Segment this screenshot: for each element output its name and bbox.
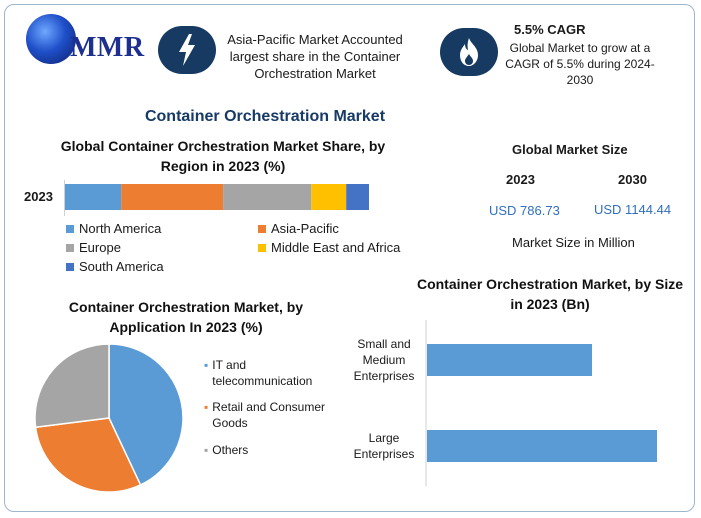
pie-slice-others xyxy=(34,343,110,429)
size-bar-small-and-medium-enterprises xyxy=(427,344,592,376)
market-value-2030: USD 1144.44 xyxy=(594,202,672,217)
pie-legend-others: ▪ Others xyxy=(204,442,324,458)
legend-bullet-icon: ▪ xyxy=(204,400,209,414)
size-bar-large-enterprises xyxy=(427,430,657,462)
legend-swatch xyxy=(258,224,266,233)
market-size-title: Global Market Size xyxy=(512,142,628,157)
market-year-2030: 2030 xyxy=(618,172,647,187)
pie-legend-it: ▪ IT and telecommunication xyxy=(204,357,329,389)
bar-segment-europe xyxy=(223,184,312,210)
application-pie-chart xyxy=(34,343,184,493)
legend-north-america: North America xyxy=(66,221,161,236)
legend-europe: Europe xyxy=(66,240,121,255)
pie-slice-it-and-telecommunication xyxy=(108,343,184,486)
legend-label: Asia-Pacific xyxy=(271,221,339,236)
pie-legend-retail: ▪ Retail and Consumer Goods xyxy=(204,399,334,431)
region-category-label: 2023 xyxy=(24,189,53,204)
legend-label: IT and telecommunication xyxy=(212,358,313,388)
region-chart-title: Global Container Orchestration Market Sh… xyxy=(60,138,386,174)
flame-icon xyxy=(440,28,498,76)
legend-label: Retail and Consumer Goods xyxy=(212,400,325,430)
market-year-2023: 2023 xyxy=(506,172,535,187)
legend-label: South America xyxy=(79,259,164,274)
pie-slice-retail-and-consumer-goods xyxy=(34,417,142,493)
bar-segment-middle-east-and-africa xyxy=(311,184,347,210)
legend-bullet-icon: ▪ xyxy=(204,443,209,457)
legend-bullet-icon: ▪ xyxy=(204,358,209,372)
size-bar-chart: Small and Medium Enterprises Large Enterpris… xyxy=(354,320,657,486)
legend-middle-east-africa: Middle East and Africa xyxy=(258,240,400,255)
infographic-frame xyxy=(4,4,695,512)
region-highlight-text: Asia-Pacific Market Accounted largest sh… xyxy=(227,32,403,81)
application-chart-title: Container Orchestration Market, by Appli… xyxy=(68,299,304,335)
globe-logo-icon xyxy=(26,14,76,64)
market-size-unit-note: Market Size in Million xyxy=(512,235,635,250)
legend-label: North America xyxy=(79,221,162,236)
cagr-description: Global Market to grow at a CAGR of 5.5% … xyxy=(505,41,655,87)
legend-label: Europe xyxy=(79,240,121,255)
bar-segment-asia-pacific xyxy=(121,184,224,210)
bar-segment-north-america xyxy=(65,184,122,210)
legend-label: Middle East and Africa xyxy=(271,240,401,255)
size-chart-title: Container Orchestration Market, by Size … xyxy=(416,276,684,312)
size-category-label: Large Enterprises xyxy=(354,431,415,461)
bar-segment-south-america xyxy=(346,184,369,210)
region-stacked-bar-chart xyxy=(64,180,369,216)
legend-south-america: South America xyxy=(66,259,164,274)
brand-logo: MMR xyxy=(70,32,145,63)
legend-swatch xyxy=(66,224,74,233)
legend-label: Others xyxy=(212,443,249,457)
legend-swatch xyxy=(66,262,74,271)
market-value-2023: USD 786.73 xyxy=(489,203,560,218)
size-category-label: Small and Medium Enterprises xyxy=(354,337,415,383)
page-title: Container Orchestration Market xyxy=(144,108,386,125)
cagr-title: 5.5% CAGR xyxy=(514,22,586,37)
legend-swatch xyxy=(258,243,266,252)
lightning-icon xyxy=(158,26,216,74)
legend-asia-pacific: Asia-Pacific xyxy=(258,221,339,236)
legend-swatch xyxy=(66,243,74,252)
